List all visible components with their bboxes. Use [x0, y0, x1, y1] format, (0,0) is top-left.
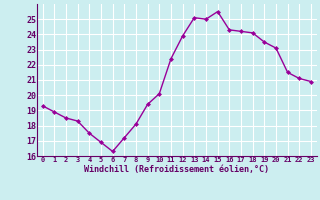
X-axis label: Windchill (Refroidissement éolien,°C): Windchill (Refroidissement éolien,°C) — [84, 165, 269, 174]
